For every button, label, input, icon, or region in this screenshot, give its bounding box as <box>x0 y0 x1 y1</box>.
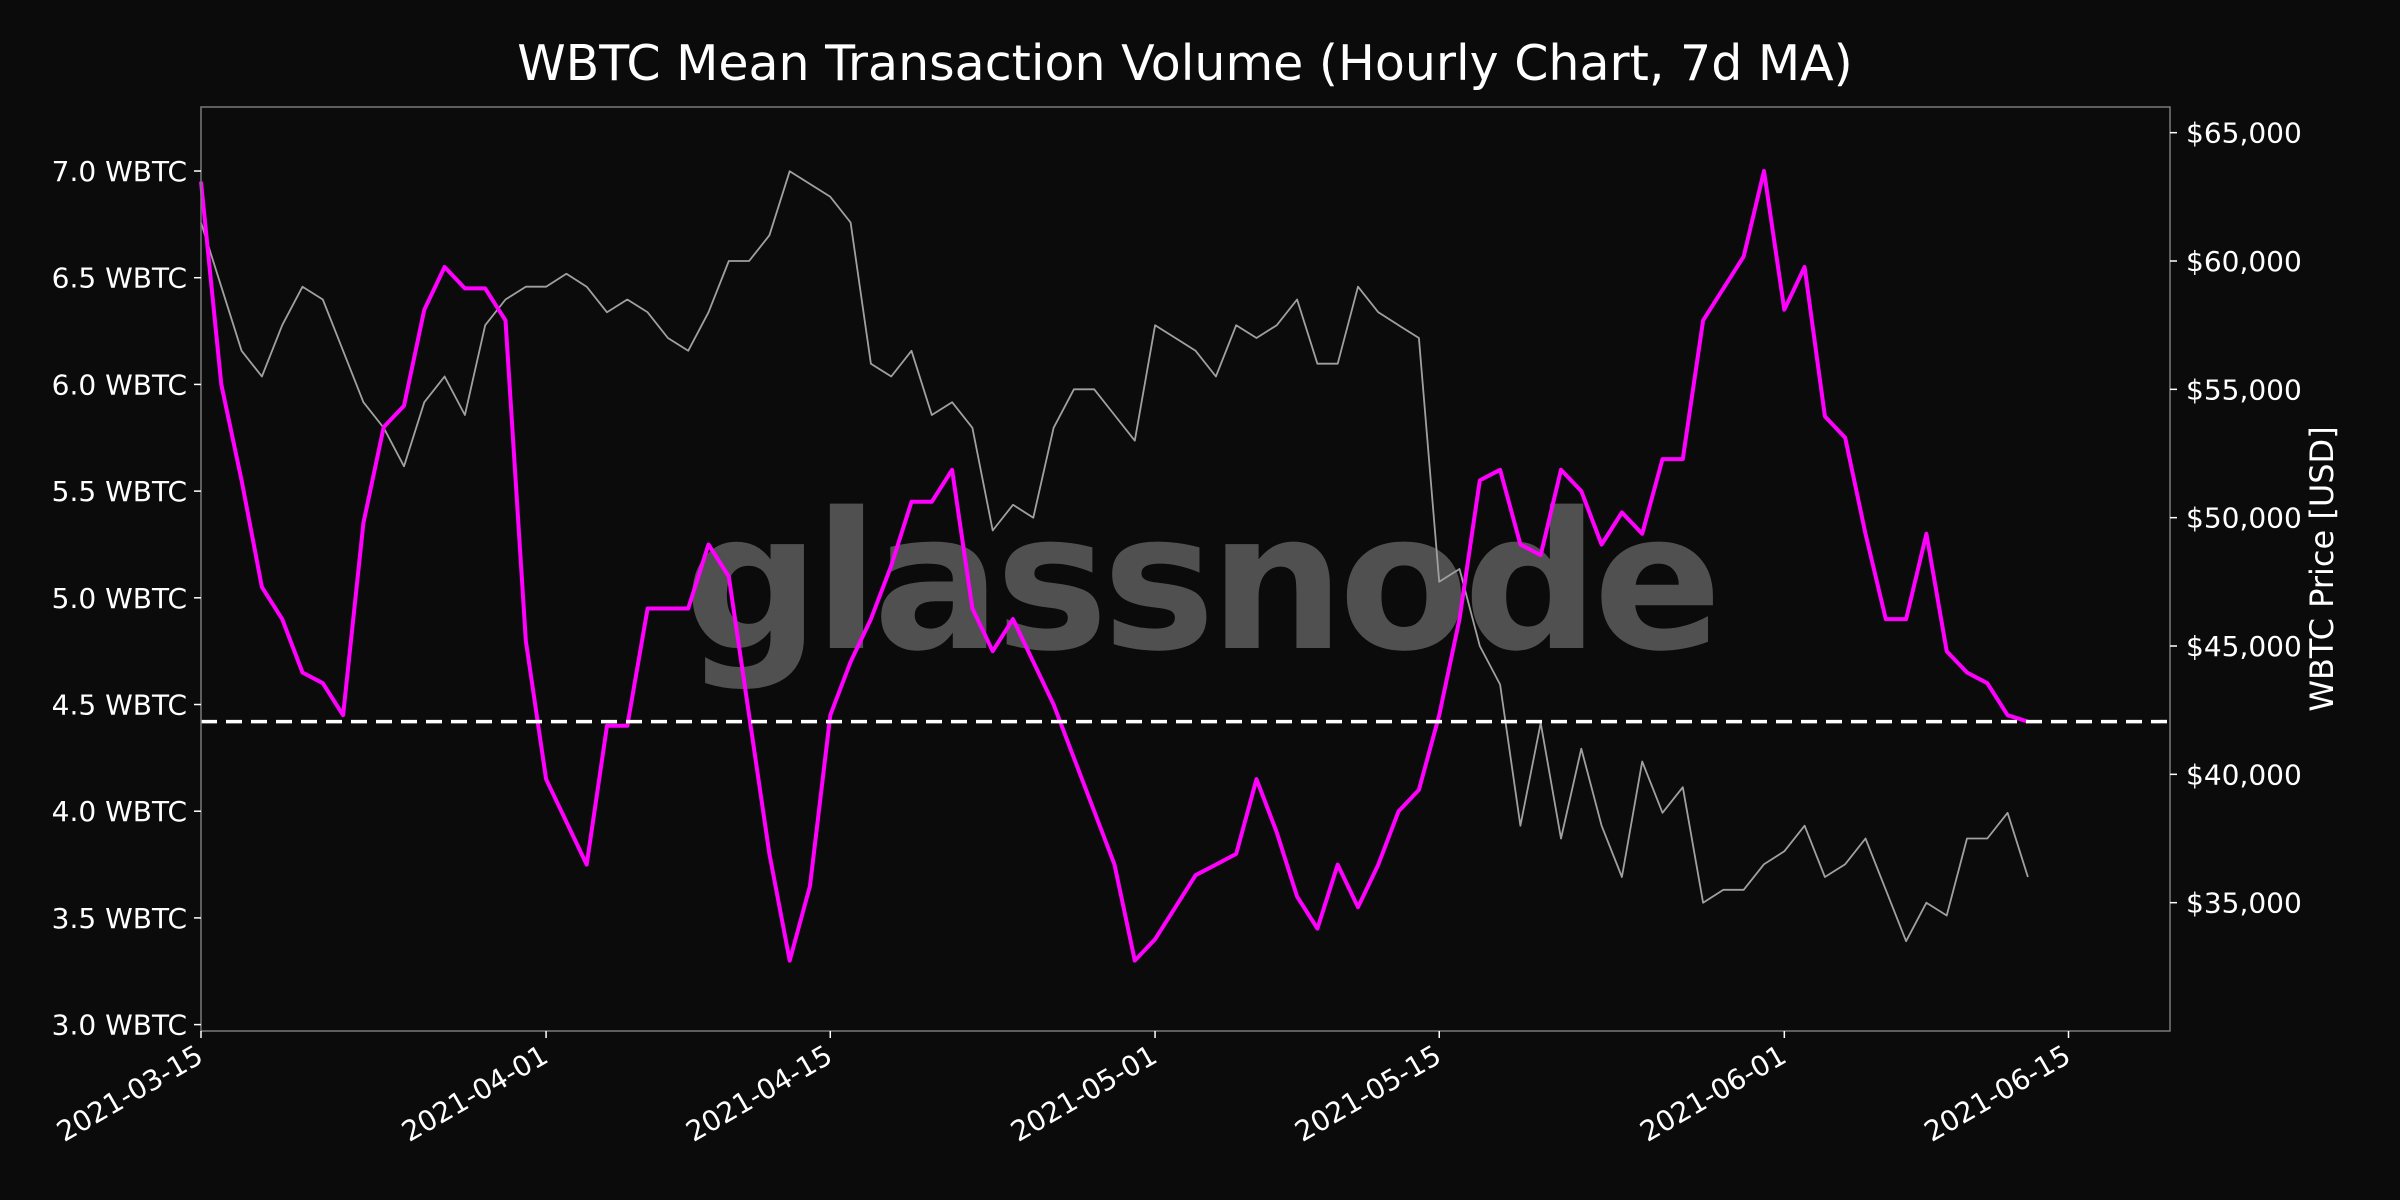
chart-title: WBTC Mean Transaction Volume (Hourly Cha… <box>517 35 1853 92</box>
y-left-tick-label: 3.5 WBTC <box>52 902 187 935</box>
y-right-tick-label: $35,000 <box>2186 887 2302 920</box>
y-right-tick-label: $65,000 <box>2186 117 2302 150</box>
y-left-tick-label: 7.0 WBTC <box>52 155 187 188</box>
y-right-tick-label: $55,000 <box>2186 373 2302 406</box>
y-left-tick-label: 4.5 WBTC <box>52 689 187 722</box>
y-left-tick-label: 5.5 WBTC <box>52 475 187 508</box>
y-right-tick-label: $40,000 <box>2186 758 2302 791</box>
y-left-tick-label: 3.0 WBTC <box>52 1009 187 1042</box>
y-right-tick-label: $50,000 <box>2186 502 2302 535</box>
y-right-axis-label: WBTC Price [USD] <box>2303 426 2341 711</box>
y-right-tick-label: $60,000 <box>2186 245 2302 278</box>
price-series <box>200 170 2029 943</box>
plot-frame <box>200 106 2171 1032</box>
volume-series <box>199 169 2029 963</box>
watermark-logo: glassnode <box>684 472 1716 693</box>
y-left-axis-ticks: 3.0 WBTC 3.5 WBTC 4.0 WBTC 4.5 WBTC 5.0 WBTC… <box>52 155 201 1042</box>
y-left-tick-label: 5.0 WBTC <box>52 582 187 615</box>
y-left-tick-label: 4.0 WBTC <box>52 795 187 828</box>
y-right-tick-label: $45,000 <box>2186 630 2302 663</box>
volume-line <box>199 169 2029 963</box>
y-left-tick-label: 6.0 WBTC <box>52 368 187 401</box>
y-right-axis-ticks: $35,000 $40,000 $45,000 $50,000 $55,000 $60,0… <box>2170 117 2302 920</box>
y-left-tick-label: 6.5 WBTC <box>52 262 187 295</box>
price-line <box>200 170 2029 943</box>
